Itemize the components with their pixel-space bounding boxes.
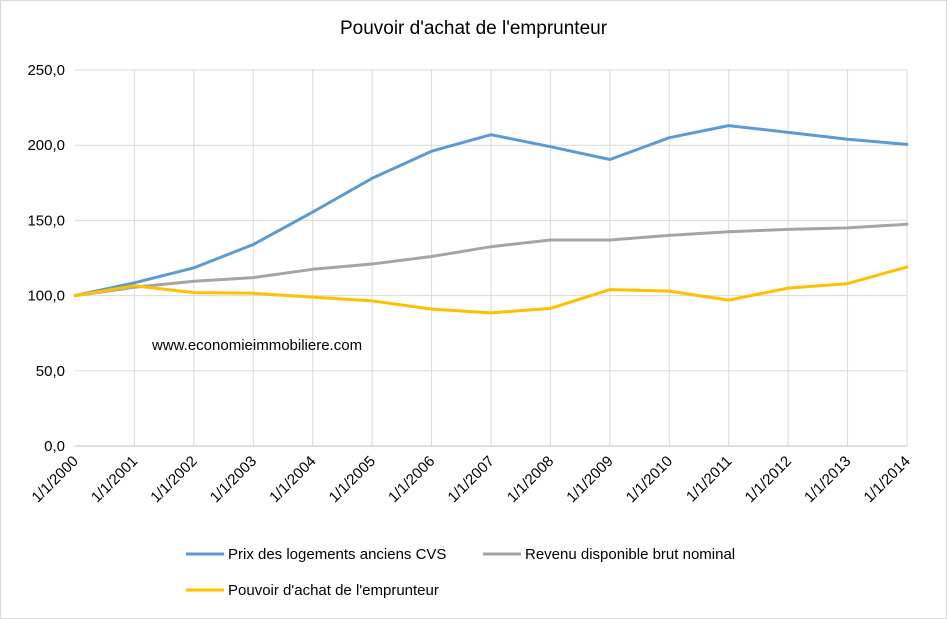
x-tick-label: 1/1/2013 [801,453,854,506]
legend-label-2: Pouvoir d'achat de l'emprunteur [228,582,439,599]
y-tick-label: 50,0 [36,363,65,380]
chart-title: Pouvoir d'achat de l'emprunteur [339,18,608,39]
y-tick-label: 250,0 [27,62,65,79]
source-annotation: www.economieimmobiliere.com [151,337,362,354]
x-tick-label: 1/1/2002 [147,453,200,506]
x-tick-label: 1/1/2003 [207,453,260,506]
legend-label-1: Revenu disponible brut nominal [525,546,735,563]
x-tick-label: 1/1/2008 [504,453,557,506]
y-tick-label: 0,0 [44,438,65,455]
x-tick-label: 1/1/2012 [742,453,795,506]
x-tick-label: 1/1/2005 [326,453,379,506]
x-tick-label: 1/1/2000 [29,453,82,506]
y-axis-tick-labels: 0,0 50,0 100,0 150,0 200,0 250,0 [27,62,65,455]
x-tick-label: 1/1/2010 [623,453,676,506]
x-tick-label: 1/1/2009 [563,453,616,506]
y-tick-label: 150,0 [27,212,65,229]
x-tick-label: 1/1/2007 [445,453,498,506]
x-tick-label: 1/1/2011 [683,453,736,506]
legend: Prix des logements anciens CVS Revenu dis… [186,546,735,599]
series-line-0 [73,124,909,298]
gridlines [75,69,908,446]
series-lines [73,124,909,315]
x-tick-label: 1/1/2001 [88,453,141,506]
legend-label-0: Prix des logements anciens CVS [228,546,446,563]
series-line-1 [73,222,909,298]
y-tick-label: 100,0 [27,288,65,305]
x-tick-label: 1/1/2014 [861,453,914,506]
x-tick-label: 1/1/2004 [266,453,319,506]
x-axis-tick-labels: 1/1/2000 1/1/2001 1/1/2002 1/1/2003 1/1/2004… [29,453,914,506]
y-tick-label: 200,0 [27,137,65,154]
x-tick-label: 1/1/2006 [385,453,438,506]
series-line-2 [73,265,909,315]
